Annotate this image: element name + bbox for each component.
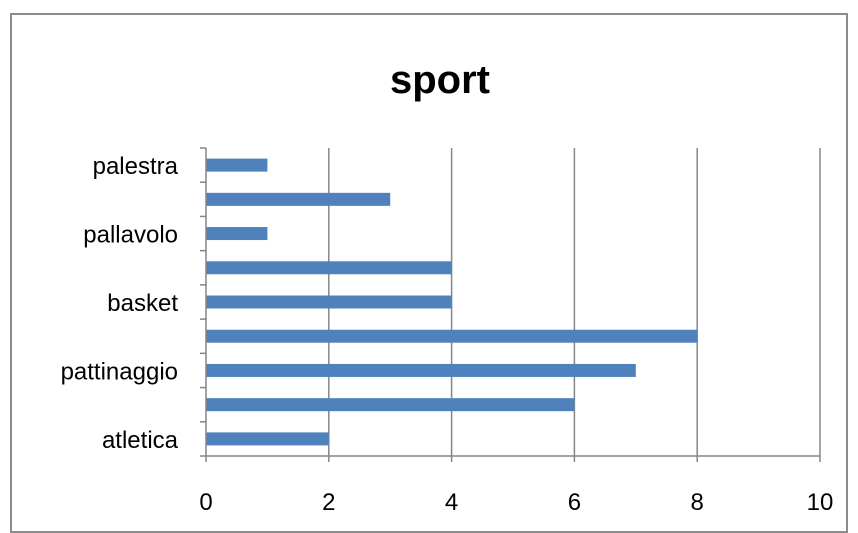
bar — [206, 398, 575, 412]
chart-title: sport — [390, 58, 490, 102]
bar — [206, 295, 452, 309]
x-tick-label: 2 — [322, 489, 335, 516]
x-tick-label: 6 — [568, 489, 581, 516]
y-tick-label: palestra — [93, 153, 179, 180]
bar — [206, 329, 698, 343]
y-tick-label: pattinaggio — [61, 358, 178, 385]
bar — [206, 432, 329, 446]
bar — [206, 227, 268, 241]
y-tick-label: atletica — [102, 427, 179, 454]
bar — [206, 261, 452, 275]
y-tick-label: pallavolo — [83, 222, 178, 249]
x-tick-label: 4 — [445, 489, 458, 516]
x-tick-label: 10 — [807, 489, 834, 516]
bar — [206, 158, 268, 172]
tick-labels: atletica pattinaggio basket pallavolo palest… — [61, 153, 834, 516]
bars — [206, 158, 698, 446]
x-tick-label: 8 — [691, 489, 704, 516]
x-tick-label: 0 — [199, 489, 212, 516]
y-tick-label: basket — [107, 290, 178, 317]
axes — [200, 147, 821, 462]
bar — [206, 363, 636, 377]
bar — [206, 192, 391, 206]
